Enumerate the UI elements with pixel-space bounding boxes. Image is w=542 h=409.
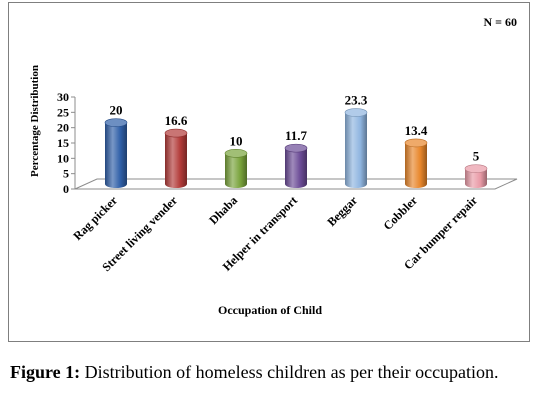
- figure-caption: Figure 1: Distribution of homeless child…: [10, 362, 540, 383]
- y-tick-label: 20: [57, 121, 69, 135]
- caption-text: Distribution of homeless children as per…: [84, 362, 499, 382]
- data-label: 10: [230, 133, 243, 148]
- caption-label: Figure 1:: [10, 362, 81, 382]
- x-tick-label: Cobbler: [381, 193, 421, 233]
- bar-top: [344, 108, 368, 117]
- data-label: 23.3: [345, 93, 368, 108]
- bar: [165, 133, 187, 188]
- bar: [345, 112, 367, 188]
- x-tick-label: Dhaba: [206, 193, 240, 227]
- sample-size-note: N = 60: [483, 15, 517, 29]
- y-tick-label: 15: [57, 136, 69, 150]
- data-label: 5: [473, 149, 480, 164]
- bar-top: [224, 149, 248, 158]
- bar: [405, 142, 427, 188]
- x-axis-title: Occupation of Child: [217, 303, 322, 317]
- data-label: 13.4: [405, 123, 428, 138]
- bar-top: [404, 138, 428, 148]
- chart-frame: 0 5 10 15 20 25 30 20 Rag picker 16.6 Street livin…: [8, 2, 530, 342]
- bar: [225, 153, 247, 188]
- x-tick-label: Rag picker: [70, 193, 120, 243]
- x-tick-label: Beggar: [324, 193, 360, 229]
- bar-top: [164, 128, 188, 138]
- y-tick-label: 10: [57, 151, 69, 165]
- bar-top: [464, 164, 488, 173]
- y-axis-title: Percentage Distribution: [29, 65, 41, 177]
- y-tick-label: 30: [57, 90, 69, 104]
- bar-top: [104, 118, 128, 127]
- bar: [465, 168, 487, 188]
- y-tick-label: 25: [57, 105, 69, 119]
- bar: [105, 122, 127, 188]
- bar-top: [284, 143, 308, 153]
- data-label: 16.6: [165, 113, 188, 128]
- bar: [285, 148, 307, 188]
- y-tick-label: 5: [63, 167, 69, 181]
- data-label: 11.7: [285, 128, 308, 143]
- y-tick-label: 0: [63, 182, 69, 196]
- data-label: 20: [110, 103, 123, 118]
